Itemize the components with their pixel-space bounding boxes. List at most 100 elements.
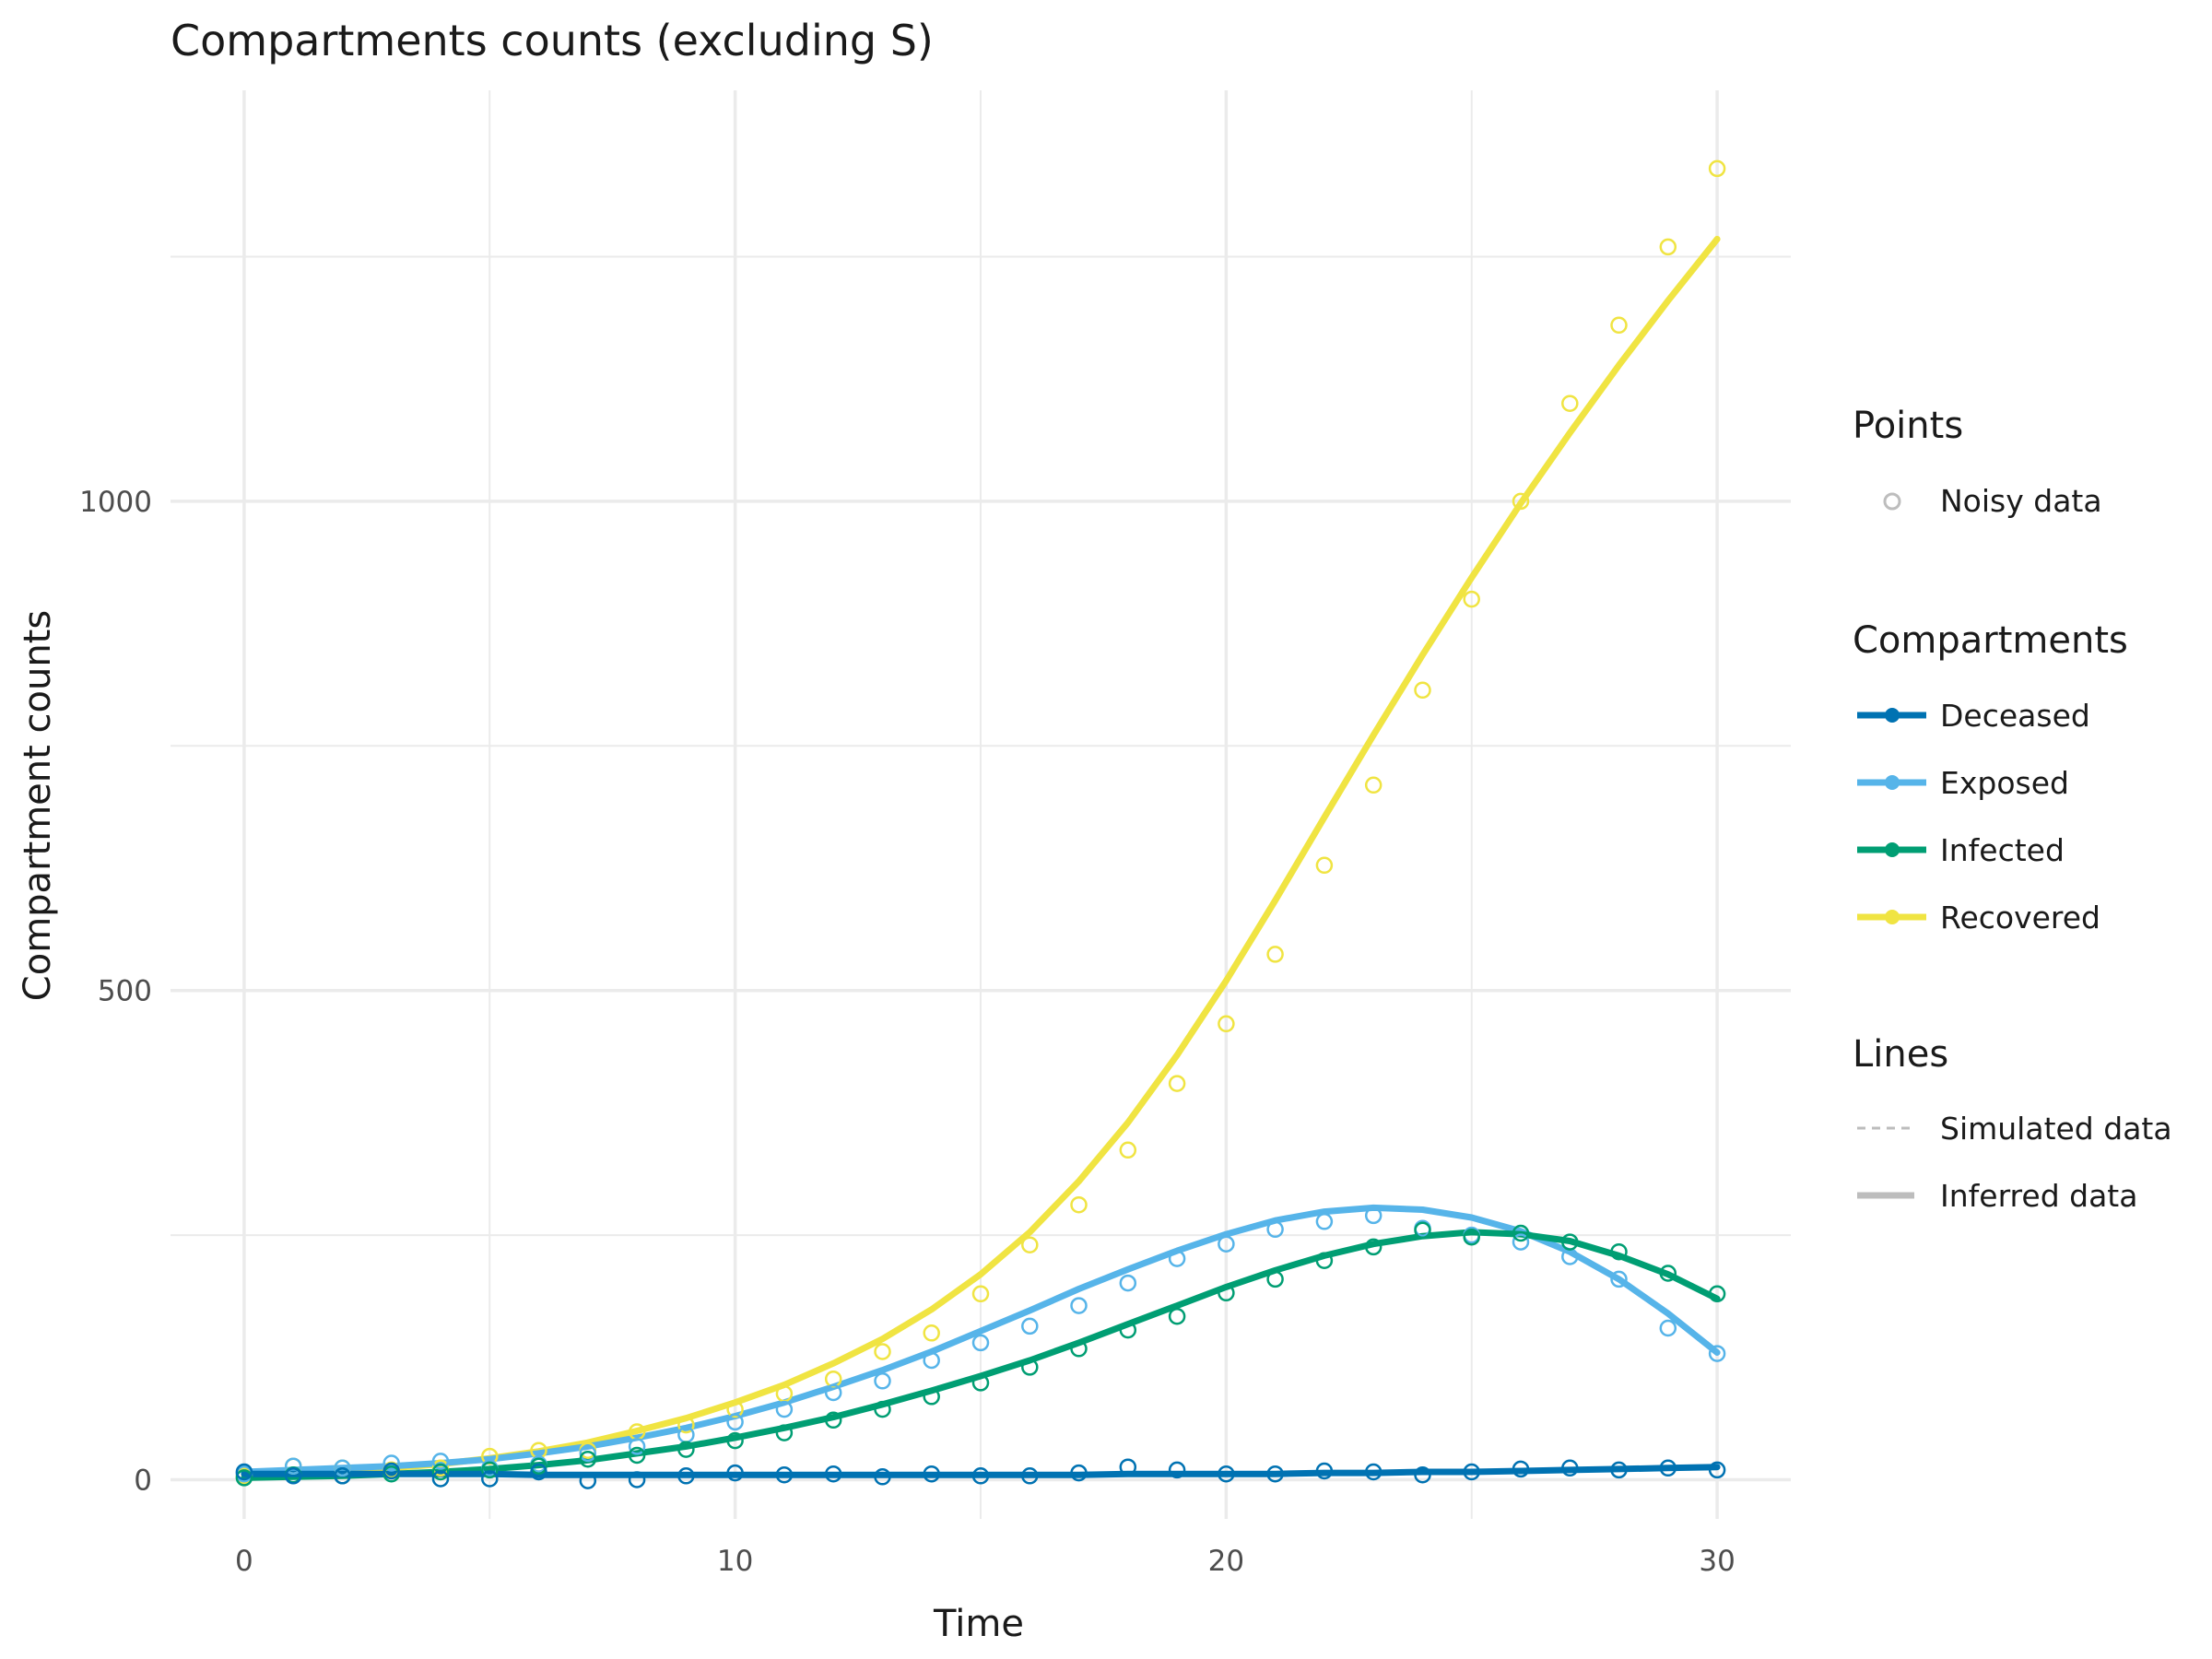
data-point-deceased bbox=[628, 1471, 646, 1488]
data-point-recovered bbox=[1021, 1236, 1039, 1253]
legend-deceased-label: Deceased bbox=[1940, 698, 2090, 734]
x-tick-label: 10 bbox=[717, 1545, 753, 1578]
series-line-deceased bbox=[241, 1464, 1721, 1478]
legend-item-simulated-data: Simulated data bbox=[1857, 1111, 2172, 1147]
x-tick-label: 0 bbox=[235, 1545, 253, 1578]
legend-item-infected: Infected bbox=[1857, 832, 2065, 868]
data-point-infected bbox=[481, 1461, 499, 1479]
data-point-deceased bbox=[677, 1467, 695, 1485]
data-point-exposed bbox=[382, 1454, 400, 1472]
x-tick-label: 30 bbox=[1699, 1545, 1735, 1578]
legend-item-deceased: Deceased bbox=[1857, 698, 2090, 734]
data-point-recovered bbox=[1512, 492, 1530, 511]
data-point-recovered bbox=[1610, 316, 1628, 335]
data-point-exposed bbox=[1364, 1206, 1382, 1225]
data-point-recovered bbox=[1070, 1195, 1088, 1214]
data-point-recovered bbox=[923, 1324, 940, 1342]
data-point-recovered bbox=[1119, 1141, 1137, 1159]
data-point-exposed bbox=[284, 1457, 302, 1475]
data-point-deceased bbox=[235, 1463, 253, 1481]
data-point-exposed bbox=[874, 1372, 891, 1390]
data-point-recovered bbox=[726, 1400, 744, 1418]
legend-exposed-dot bbox=[1885, 775, 1900, 790]
data-point-infected bbox=[1021, 1359, 1039, 1376]
data-point-infected bbox=[1315, 1252, 1334, 1269]
legend-recovered-label: Recovered bbox=[1940, 900, 2100, 935]
data-point-deceased bbox=[1561, 1459, 1579, 1477]
data-point-recovered bbox=[1364, 776, 1382, 794]
legend-compartments-items: Deceased Exposed Infected Recovered bbox=[1857, 698, 2100, 935]
data-point-infected bbox=[1218, 1284, 1235, 1302]
legend-recovered-dot bbox=[1885, 910, 1900, 924]
data-point-deceased bbox=[726, 1464, 744, 1482]
data-point-infected bbox=[1708, 1285, 1726, 1303]
data-point-exposed bbox=[579, 1444, 597, 1463]
data-point-deceased bbox=[284, 1467, 302, 1485]
data-point-exposed bbox=[775, 1400, 794, 1418]
data-point-deceased bbox=[1266, 1465, 1284, 1483]
data-point-exposed bbox=[1315, 1213, 1334, 1230]
data-point-deceased bbox=[1315, 1462, 1334, 1480]
data-point-infected bbox=[775, 1424, 794, 1441]
grid-lines bbox=[171, 90, 1791, 1519]
data-point-exposed bbox=[1218, 1235, 1235, 1253]
legend-infected-label: Infected bbox=[1940, 832, 2065, 868]
data-point-deceased bbox=[1659, 1459, 1677, 1477]
data-point-infected bbox=[431, 1463, 450, 1481]
data-point-infected bbox=[824, 1411, 842, 1430]
y-tick-label: 1000 bbox=[79, 486, 152, 519]
data-point-infected bbox=[1364, 1238, 1382, 1256]
data-point-exposed bbox=[1266, 1220, 1284, 1239]
data-point-recovered bbox=[677, 1416, 695, 1434]
legend-item-noisy-data: Noisy data bbox=[1883, 483, 2102, 519]
legend-noisy-data-label: Noisy data bbox=[1940, 483, 2102, 519]
data-point-deceased bbox=[1021, 1467, 1039, 1485]
data-point-recovered bbox=[1561, 394, 1579, 412]
series-points bbox=[235, 159, 1726, 1489]
legend: Points Noisy data Compartments Deceased E… bbox=[1853, 405, 2172, 1214]
data-point-infected bbox=[628, 1446, 646, 1465]
data-point-exposed bbox=[726, 1413, 744, 1431]
data-point-exposed bbox=[1021, 1317, 1039, 1335]
data-point-deceased bbox=[824, 1465, 842, 1483]
data-point-infected bbox=[1070, 1340, 1088, 1358]
data-point-recovered bbox=[775, 1384, 794, 1403]
data-point-infected bbox=[1414, 1221, 1431, 1240]
data-point-exposed bbox=[1659, 1319, 1677, 1337]
data-point-exposed bbox=[628, 1438, 646, 1455]
data-point-recovered bbox=[1708, 159, 1726, 178]
data-point-deceased bbox=[1070, 1464, 1088, 1482]
legend-inferred-data-label: Inferred data bbox=[1940, 1178, 2137, 1214]
legend-infected-dot bbox=[1885, 842, 1900, 857]
y-tick-label: 0 bbox=[134, 1465, 152, 1498]
x-axis-label: Time bbox=[933, 1603, 1024, 1645]
legend-simulated-data-label: Simulated data bbox=[1940, 1111, 2172, 1147]
data-point-deceased bbox=[1708, 1461, 1726, 1479]
data-point-exposed bbox=[1070, 1297, 1088, 1314]
data-point-deceased bbox=[1364, 1463, 1382, 1481]
data-point-deceased bbox=[1512, 1460, 1530, 1478]
legend-lines-title: Lines bbox=[1853, 1033, 1948, 1076]
data-point-exposed bbox=[923, 1351, 940, 1370]
data-point-exposed bbox=[1512, 1233, 1530, 1251]
data-point-infected bbox=[579, 1450, 597, 1468]
data-point-deceased bbox=[923, 1465, 940, 1483]
data-point-exposed bbox=[971, 1334, 990, 1352]
y-tick-label: 500 bbox=[98, 975, 152, 1008]
data-point-recovered bbox=[874, 1343, 891, 1360]
data-point-deceased bbox=[334, 1467, 351, 1485]
data-point-infected bbox=[530, 1457, 547, 1475]
data-point-deceased bbox=[874, 1468, 891, 1486]
data-point-exposed bbox=[1561, 1248, 1579, 1265]
data-point-recovered bbox=[1659, 238, 1677, 256]
legend-item-exposed: Exposed bbox=[1857, 765, 2069, 801]
data-point-recovered bbox=[1168, 1075, 1186, 1092]
data-point-infected bbox=[923, 1388, 940, 1406]
legend-noisy-data-symbol bbox=[1883, 492, 1901, 511]
data-point-infected bbox=[1610, 1242, 1628, 1261]
series-line-exposed bbox=[241, 1204, 1721, 1476]
data-point-infected bbox=[1512, 1224, 1530, 1242]
data-point-deceased bbox=[1218, 1465, 1235, 1483]
data-point-deceased bbox=[481, 1470, 499, 1488]
